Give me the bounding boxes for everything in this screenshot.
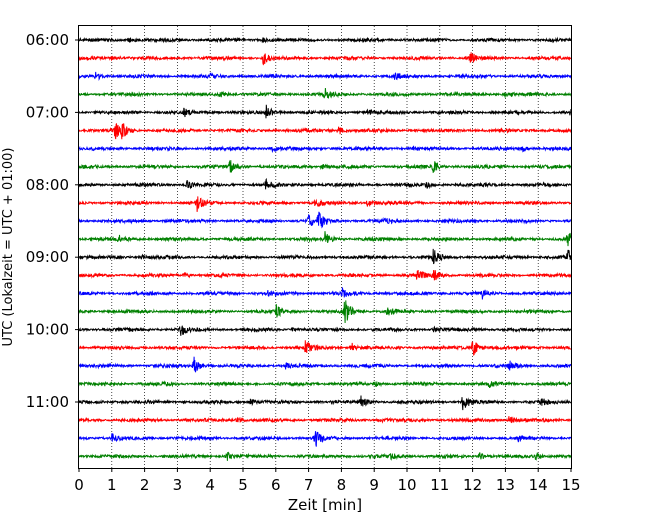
y-tick-label: 06:00 bbox=[26, 31, 69, 49]
seismic-trace bbox=[78, 356, 572, 373]
x-tick-label: 12 bbox=[463, 476, 482, 494]
seismic-trace bbox=[78, 325, 572, 336]
x-tick-label: 1 bbox=[107, 476, 117, 494]
y-axis: 06:00 07:00 08:00 09:00 10:00 11:00 bbox=[26, 31, 79, 411]
x-axis-title: Zeit [min] bbox=[288, 496, 362, 514]
x-tick-label: 10 bbox=[397, 476, 416, 494]
seismic-trace bbox=[78, 123, 572, 140]
y-tick-label: 09:00 bbox=[26, 248, 69, 266]
seismic-trace bbox=[78, 211, 572, 229]
seismic-trace bbox=[78, 52, 572, 66]
seismic-trace bbox=[78, 269, 572, 281]
seismic-trace bbox=[78, 451, 572, 462]
seismic-trace bbox=[78, 395, 572, 411]
seismic-trace bbox=[78, 431, 572, 447]
x-axis: 0 1 2 3 4 5 6 7 8 9 10 11 12 13 14 15 bbox=[74, 468, 581, 494]
plot-frame bbox=[78, 25, 572, 469]
seismic-trace bbox=[78, 231, 572, 247]
y-tick-label: 07:00 bbox=[26, 103, 69, 121]
seismic-trace bbox=[78, 416, 572, 424]
seismic-trace bbox=[78, 145, 572, 154]
x-tick-label: 13 bbox=[496, 476, 515, 494]
x-tick-label: 9 bbox=[369, 476, 379, 494]
seismic-trace bbox=[78, 177, 572, 190]
seismic-trace bbox=[78, 248, 572, 265]
x-tick-label: 4 bbox=[205, 476, 215, 494]
x-tick-label: 14 bbox=[529, 476, 548, 494]
seismic-trace bbox=[78, 71, 572, 81]
x-tick-label: 6 bbox=[271, 476, 281, 494]
seismic-trace bbox=[78, 340, 572, 356]
y-tick-label: 11:00 bbox=[26, 393, 69, 411]
seismic-trace bbox=[78, 104, 572, 119]
seismic-trace bbox=[78, 300, 572, 324]
seismic-trace bbox=[78, 36, 572, 44]
seismic-trace bbox=[78, 380, 572, 388]
seismic-trace bbox=[78, 287, 572, 300]
trace-group bbox=[78, 36, 572, 462]
x-tick-label: 11 bbox=[430, 476, 449, 494]
x-tick-label: 2 bbox=[140, 476, 150, 494]
seismic-trace bbox=[78, 196, 571, 212]
y-tick-label: 08:00 bbox=[26, 176, 69, 194]
x-tick-label: 8 bbox=[337, 476, 347, 494]
seismic-trace bbox=[78, 87, 572, 99]
x-tick-label: 5 bbox=[238, 476, 248, 494]
x-tick-label: 3 bbox=[173, 476, 183, 494]
seismic-trace bbox=[78, 159, 572, 173]
y-axis-title: UTC (Lokalzeit = UTC + 01:00) bbox=[1, 148, 16, 347]
y-tick-label: 10:00 bbox=[26, 321, 69, 339]
x-tick-label: 15 bbox=[561, 476, 580, 494]
x-tick-label: 0 bbox=[74, 476, 84, 494]
x-tick-label: 7 bbox=[304, 476, 314, 494]
